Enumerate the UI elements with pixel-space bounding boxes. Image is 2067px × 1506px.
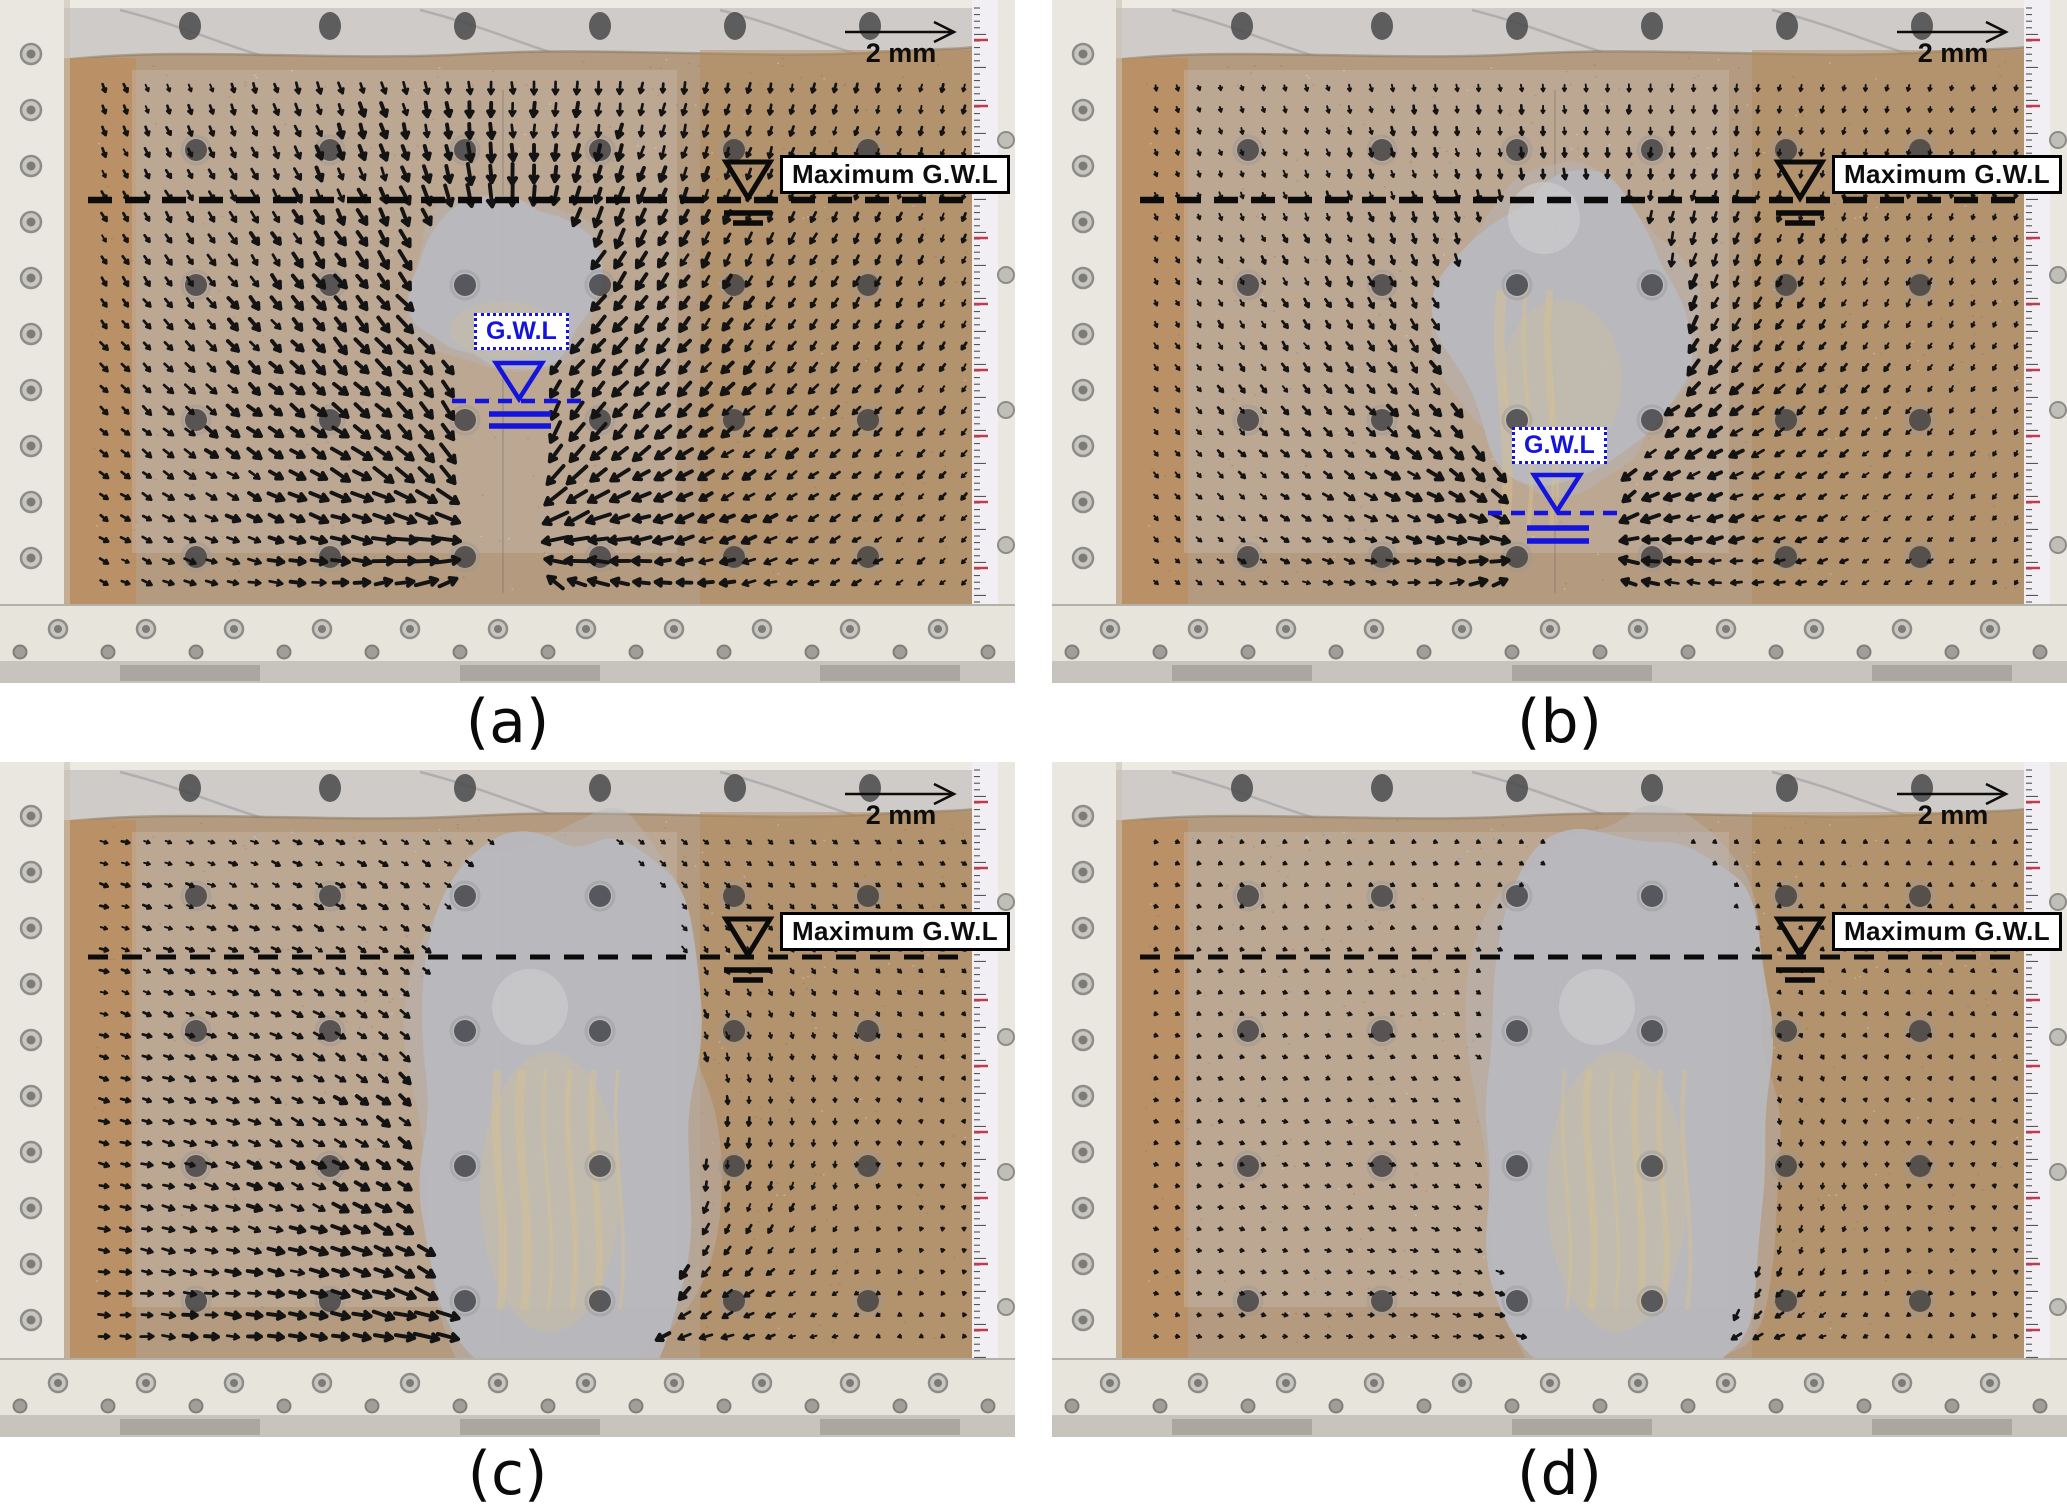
caption-b: (b) [1517, 687, 1602, 757]
caption-a: (a) [465, 687, 550, 757]
max-gwl-label: Maximum G.W.L [1832, 912, 2063, 951]
gwl-label: G.W.L [1512, 427, 1607, 464]
panel-b: 2 mm Maximum G.W.L G.W.L [1052, 0, 2067, 683]
scale-bar-label: 2 mm [1917, 38, 1989, 68]
experiment-photo-a [0, 0, 1015, 683]
experiment-photo-c [0, 762, 1015, 1437]
experiment-photo-d [1052, 762, 2067, 1437]
max-gwl-label: Maximum G.W.L [780, 155, 1011, 194]
scale-bar-label: 2 mm [1917, 800, 1989, 830]
experiment-photo-b [1052, 0, 2067, 683]
max-gwl-label: Maximum G.W.L [780, 912, 1011, 951]
caption-c: (c) [467, 1439, 548, 1506]
gwl-label: G.W.L [474, 313, 569, 350]
max-gwl-label: Maximum G.W.L [1832, 155, 2063, 194]
scale-bar-label: 2 mm [865, 38, 937, 68]
scale-bar-label: 2 mm [865, 800, 937, 830]
panel-c: 2 mm Maximum G.W.L [0, 762, 1015, 1437]
caption-d: (d) [1517, 1439, 1602, 1506]
panel-a: 2 mm Maximum G.W.L G.W.L [0, 0, 1015, 683]
panel-d: 2 mm Maximum G.W.L [1052, 762, 2067, 1437]
